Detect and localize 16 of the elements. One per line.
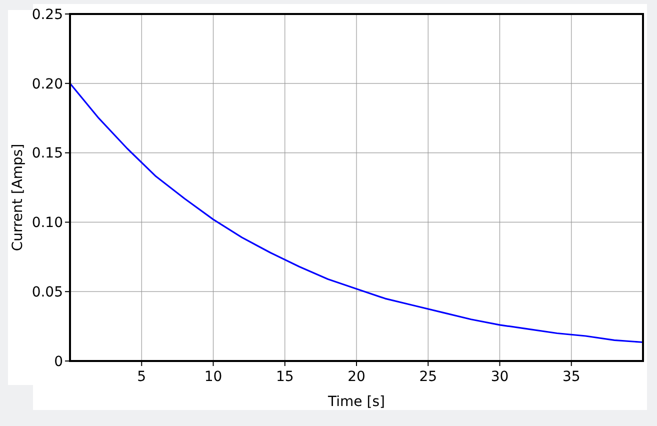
y-axis-title: Current [Amps] bbox=[10, 144, 26, 252]
x-axis-title: Time [s] bbox=[327, 394, 385, 410]
line-series bbox=[69, 82, 644, 344]
x-tick-label: 30 bbox=[490, 369, 509, 385]
x-tick-label: 35 bbox=[562, 369, 580, 385]
x-tick-label: 10 bbox=[204, 369, 222, 385]
x-tick-label: 5 bbox=[137, 369, 146, 385]
x-tick-label: 15 bbox=[276, 369, 294, 385]
x-tick-label: 25 bbox=[419, 369, 438, 385]
x-tick-label: 20 bbox=[348, 369, 366, 385]
y-tick-label: 0.15 bbox=[32, 146, 63, 162]
y-tick-label: 0.10 bbox=[32, 215, 63, 232]
y-tick-label: 0 bbox=[54, 354, 63, 370]
y-tick-label: 0.05 bbox=[32, 284, 63, 300]
y-tick-label: 0.25 bbox=[32, 6, 63, 23]
y-tick-label: 0.20 bbox=[32, 76, 63, 92]
